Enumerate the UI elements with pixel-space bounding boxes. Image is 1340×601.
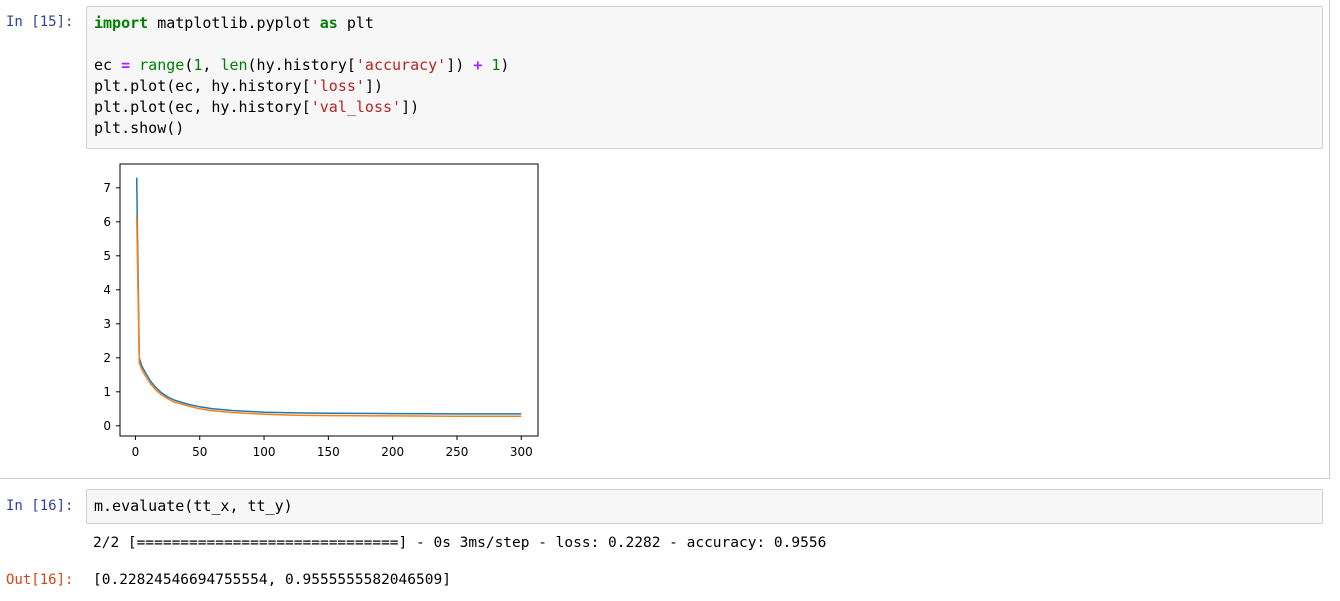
x-tick-label: 50 bbox=[192, 445, 207, 459]
loss-chart: 0 50 100 150 200 250 300 0 1 2 3 4 5 6 7 bbox=[103, 163, 539, 459]
cell-15-prompt: In [15]: bbox=[6, 14, 74, 30]
cell-15-frame bbox=[0, 0, 1330, 479]
series-line-2 bbox=[135, 214, 522, 418]
x-tick-label: 100 bbox=[253, 445, 276, 459]
y-tick-label: 1 bbox=[103, 385, 111, 399]
x-tick-label: 150 bbox=[317, 445, 340, 459]
x-tick-label: 0 bbox=[132, 445, 140, 459]
cell-16-prompt: In [16]: bbox=[6, 498, 74, 514]
plot-frame bbox=[119, 163, 539, 437]
cell-16-code: m.evaluate(tt_x, tt_y) bbox=[94, 497, 293, 515]
y-tick-label: 2 bbox=[103, 351, 111, 365]
code-line-4: plt.plot(ec, hy.history['loss']) bbox=[94, 77, 383, 95]
x-tick-label: 300 bbox=[510, 445, 533, 459]
y-tick-label: 5 bbox=[103, 249, 111, 263]
cell-16-code-editor[interactable]: m.evaluate(tt_x, tt_y) bbox=[86, 489, 1323, 524]
series-line-1 bbox=[135, 177, 522, 415]
code-line-5: plt.plot(ec, hy.history['val_loss']) bbox=[94, 98, 420, 116]
cell-16-stream-output: 2/2 [==============================] - 0… bbox=[93, 535, 827, 551]
y-tick-label: 4 bbox=[103, 283, 111, 297]
code-line-3: ec = range(1, len(hy.history['accuracy']… bbox=[94, 56, 510, 74]
y-tick-label: 7 bbox=[103, 181, 111, 195]
x-tick-label: 200 bbox=[381, 445, 404, 459]
cell-16-result: [0.22824546694755554, 0.9555555582046509… bbox=[93, 572, 451, 588]
y-tick-label: 0 bbox=[103, 419, 111, 433]
y-tick-label: 3 bbox=[103, 317, 111, 331]
code-line-6: plt.show() bbox=[94, 119, 185, 137]
x-tick-label: 250 bbox=[446, 445, 469, 459]
code-line-1: import matplotlib.pyplot as plt bbox=[94, 14, 374, 32]
cell-16-out-prompt: Out[16]: bbox=[6, 572, 74, 588]
y-tick-label: 6 bbox=[103, 215, 111, 229]
cell-15-code-editor[interactable]: import matplotlib.pyplot as plt ec = ran… bbox=[86, 6, 1323, 149]
cell-15-code: import matplotlib.pyplot as plt ec = ran… bbox=[94, 13, 509, 139]
